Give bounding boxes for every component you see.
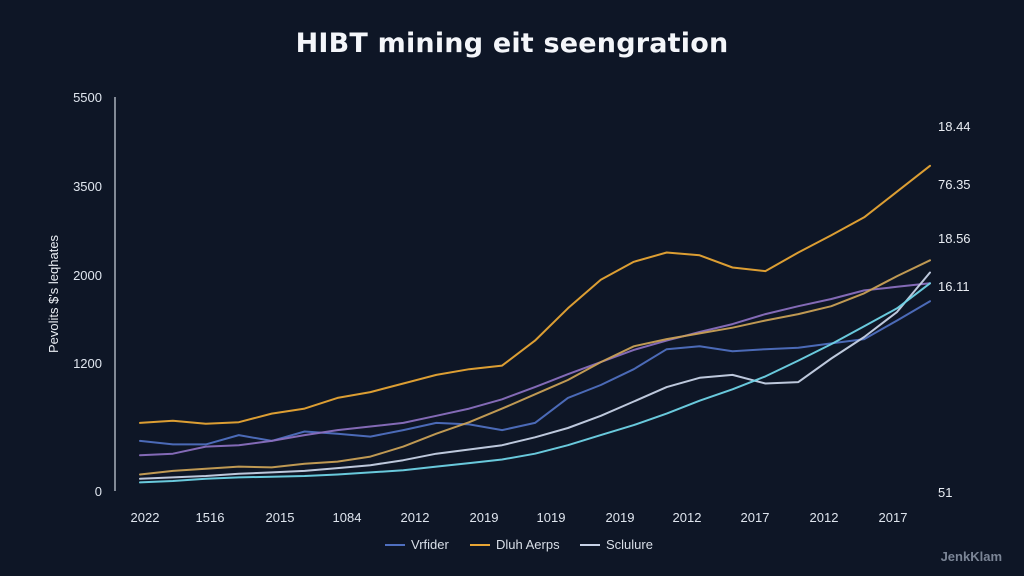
watermark: JenkKlam (940, 549, 1002, 564)
series-line (139, 282, 931, 457)
x-tick-label: 1516 (196, 510, 225, 525)
series-line (139, 282, 931, 484)
labels: 18.44 76.35 18.56 16.11 51 (938, 119, 971, 500)
x-tick-label: 1019 (537, 510, 566, 525)
y-axis-label: Pevolits $'s leqhates (46, 234, 61, 353)
series-line (139, 164, 931, 425)
y-tick-label: 3500 (73, 179, 102, 194)
x-tick-label: 2022 (131, 510, 160, 525)
y-tick-label: 0 (95, 484, 102, 499)
right-value-label: 18.44 (938, 119, 971, 134)
chart-title: HIBT mining eit seengration (295, 28, 729, 59)
series-line (139, 271, 931, 480)
x-tick-label: 2012 (673, 510, 702, 525)
axes: 5500 3500 2000 1200 0 Pevolits $'s leqhates 20… (46, 90, 907, 525)
right-value-label: 18.56 (938, 231, 971, 246)
y-tick-label: 1200 (73, 356, 102, 371)
x-tick-label: 2019 (606, 510, 635, 525)
right-value-label: 76.35 (938, 177, 971, 192)
x-tick-label: 1084 (333, 510, 362, 525)
legend-label: Dluh Aerps (496, 537, 560, 552)
x-tick-label: 2017 (879, 510, 908, 525)
x-tick-label: 2012 (401, 510, 430, 525)
right-value-label: 16.11 (938, 279, 970, 294)
legend-label: Vrfider (411, 537, 449, 552)
legend-label: Sclulure (606, 537, 653, 552)
y-tick-label: 5500 (73, 90, 102, 105)
legend: Vrfider Dluh Aerps Sclulure (385, 537, 653, 552)
x-tick-label: 2012 (810, 510, 839, 525)
right-value-label: 51 (938, 485, 952, 500)
x-tick-label: 2015 (266, 510, 295, 525)
series-line (139, 259, 931, 476)
x-tick-label: 2017 (741, 510, 770, 525)
x-tick-label: 2019 (470, 510, 499, 525)
y-tick-label: 2000 (73, 268, 102, 283)
series-layer (139, 164, 931, 484)
